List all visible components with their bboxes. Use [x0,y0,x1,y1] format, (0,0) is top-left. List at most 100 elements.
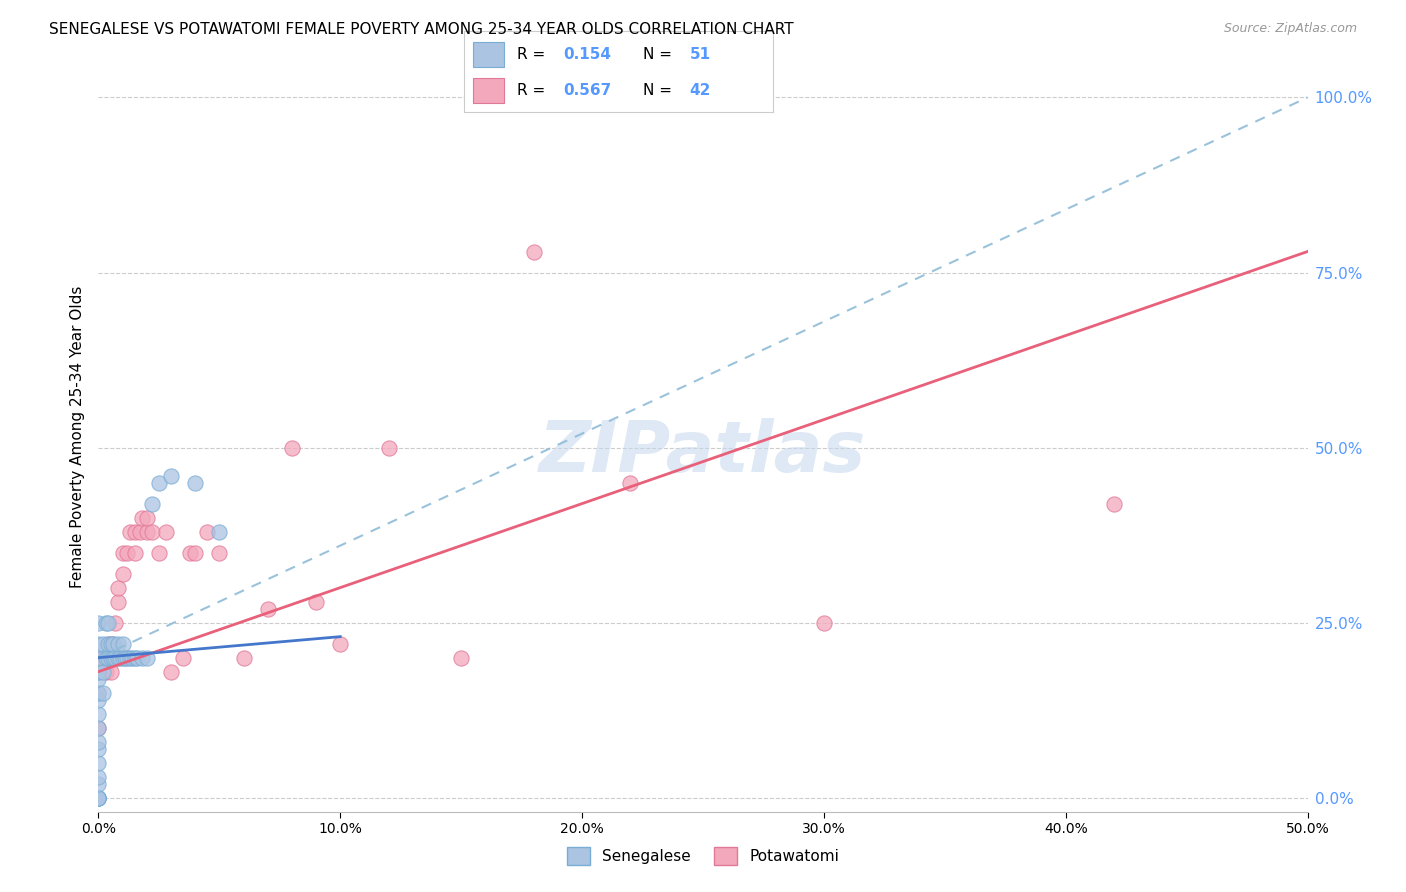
Text: N =: N = [644,47,678,62]
Point [87,790,110,805]
Point [124,524,146,539]
Point [100,650,122,665]
Point [87,665,110,679]
Point [104,650,127,665]
Point [377,441,399,455]
Point [87,686,110,700]
Point [101,637,124,651]
Point [195,524,218,539]
Point [87,692,110,706]
Point [87,790,110,805]
Point [111,566,134,581]
Point [135,524,157,539]
Point [813,615,835,630]
Point [118,524,141,539]
Point [131,650,153,665]
Text: SENEGALESE VS POTAWATOMI FEMALE POVERTY AMONG 25-34 YEAR OLDS CORRELATION CHART: SENEGALESE VS POTAWATOMI FEMALE POVERTY … [49,22,794,37]
Point [94,650,117,665]
Point [91,637,114,651]
Point [111,637,134,651]
Point [450,650,472,665]
Point [87,721,110,735]
Point [117,546,139,560]
Point [87,672,110,686]
Point [107,637,129,651]
Point [87,790,110,805]
Point [121,650,143,665]
Point [107,581,129,595]
Point [94,665,117,679]
Point [208,546,231,560]
Point [87,770,110,784]
Point [160,665,183,679]
Point [1102,497,1125,511]
Point [91,686,114,700]
Point [97,637,120,651]
Point [101,637,124,651]
Text: Source: ZipAtlas.com: Source: ZipAtlas.com [1223,22,1357,36]
Point [118,650,141,665]
Point [148,475,170,490]
Point [87,741,110,756]
Point [94,615,117,630]
Point [148,546,170,560]
Point [114,650,136,665]
Point [128,524,150,539]
Point [87,790,110,805]
Point [87,706,110,721]
Point [97,637,120,651]
Point [135,510,157,524]
Point [184,546,207,560]
Text: R =: R = [516,47,550,62]
Point [108,650,131,665]
Point [91,665,114,679]
Point [619,475,641,490]
Text: 0.154: 0.154 [562,47,612,62]
Point [155,524,177,539]
Text: N =: N = [644,83,678,98]
Point [127,650,149,665]
Point [87,665,110,679]
Text: 0.567: 0.567 [562,83,612,98]
Point [124,546,146,560]
Point [117,650,139,665]
Text: R =: R = [516,83,550,98]
Point [87,777,110,791]
Point [281,441,304,455]
Text: ZIPatlas: ZIPatlas [540,417,866,486]
Point [97,650,120,665]
Point [101,650,124,665]
Legend: Senegalese, Potawatomi: Senegalese, Potawatomi [561,840,845,871]
Point [141,524,163,539]
Point [107,650,129,665]
Point [87,790,110,805]
Point [179,546,201,560]
Text: 42: 42 [690,83,711,98]
Point [111,546,134,560]
Point [87,721,110,735]
Point [184,475,207,490]
Point [104,615,127,630]
FancyBboxPatch shape [474,42,505,68]
Point [100,665,122,679]
Y-axis label: Female Poverty Among 25-34 Year Olds: Female Poverty Among 25-34 Year Olds [69,286,84,588]
Point [87,686,110,700]
Point [256,601,278,615]
Point [87,734,110,748]
Point [141,497,163,511]
Point [91,650,114,665]
Point [135,650,157,665]
Point [305,594,328,608]
Point [329,637,352,651]
Point [124,650,146,665]
Point [131,510,153,524]
Point [87,790,110,805]
Point [172,650,194,665]
Point [232,650,254,665]
Point [100,637,122,651]
Point [87,650,110,665]
Point [160,468,183,483]
Point [97,615,120,630]
FancyBboxPatch shape [474,78,505,103]
Text: 51: 51 [690,47,711,62]
